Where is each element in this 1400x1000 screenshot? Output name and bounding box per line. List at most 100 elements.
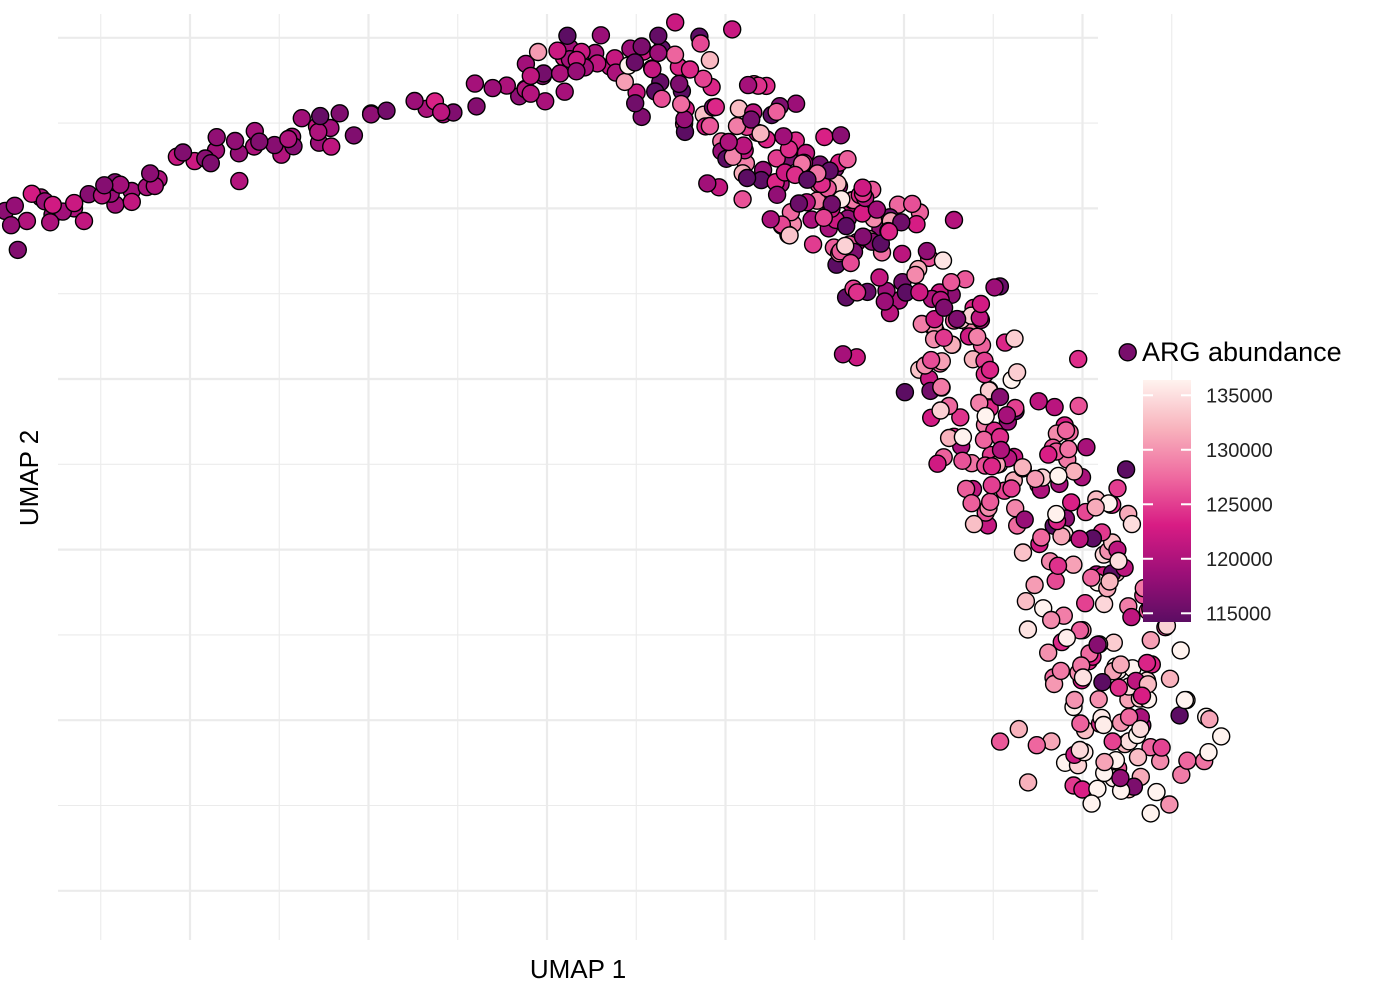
data-point (964, 514, 984, 534)
data-point (74, 211, 94, 231)
data-point (292, 108, 311, 128)
data-point (230, 171, 249, 191)
legend-tick-label: 130000 (1206, 440, 1273, 462)
data-point (670, 74, 689, 94)
data-point (615, 72, 634, 92)
data-point (751, 124, 770, 143)
data-point (1116, 460, 1136, 479)
data-point (968, 327, 987, 346)
data-point (1064, 555, 1083, 574)
data-point (652, 89, 671, 109)
data-point (774, 127, 793, 146)
data-point (1132, 686, 1152, 705)
data-point (675, 110, 694, 129)
data-point (985, 278, 1004, 297)
data-point (734, 136, 753, 155)
data-point (1057, 628, 1077, 648)
data-point (250, 132, 269, 151)
data-point (1051, 661, 1071, 681)
data-point (17, 211, 37, 231)
data-point (521, 66, 540, 86)
y-axis-title: UMAP 2 (14, 430, 44, 526)
data-point (1100, 572, 1119, 591)
data-point (974, 430, 994, 449)
data-point (225, 131, 245, 151)
data-point (322, 137, 341, 156)
data-point (1047, 504, 1066, 524)
data-point (706, 97, 725, 117)
data-point (847, 283, 867, 302)
data-point (962, 494, 981, 513)
data-point (742, 110, 761, 129)
data-point (981, 492, 1000, 511)
data-point (43, 195, 62, 215)
data-point (990, 732, 1010, 751)
data-point (1065, 690, 1084, 710)
data-point (140, 164, 160, 183)
data-point (1, 215, 21, 235)
data-point (838, 149, 857, 169)
data-point (798, 170, 817, 189)
data-point (932, 377, 951, 397)
data-point (761, 210, 780, 229)
data-point (64, 193, 84, 213)
data-point (311, 106, 330, 126)
data-point (691, 34, 710, 53)
data-point (836, 236, 855, 256)
data-point (719, 132, 738, 152)
data-point (122, 192, 142, 212)
data-point (906, 265, 925, 285)
data-point (738, 75, 758, 95)
data-point (991, 440, 1011, 460)
data-point (733, 190, 752, 209)
data-point (921, 350, 941, 370)
data-point (833, 345, 853, 364)
data-point (803, 235, 823, 254)
data-point (786, 94, 806, 113)
data-point (853, 227, 873, 246)
data-point (1039, 445, 1058, 464)
data-point (1070, 740, 1090, 760)
data-point (41, 213, 60, 232)
data-point (1109, 678, 1129, 697)
data-point (1199, 743, 1218, 762)
data-point (1032, 528, 1051, 547)
data-point (1111, 768, 1130, 788)
data-point (558, 26, 577, 45)
data-point (917, 241, 937, 261)
data-point (1045, 397, 1064, 417)
data-point (309, 122, 328, 142)
data-point (279, 129, 298, 149)
data-point (789, 194, 809, 213)
data-point (591, 26, 611, 45)
data-point (780, 226, 799, 245)
legend-tick-label: 135000 (1206, 385, 1273, 407)
data-point (1077, 438, 1096, 457)
data-point (1075, 594, 1095, 613)
data-point (895, 383, 915, 402)
data-point (1068, 349, 1088, 369)
data-point (95, 176, 114, 195)
data-point (737, 168, 757, 188)
data-point (528, 42, 548, 62)
data-point (879, 222, 899, 241)
data-point (822, 194, 841, 214)
data-points (0, 13, 1231, 823)
data-point (990, 387, 1010, 407)
data-point (700, 51, 720, 70)
data-point (111, 175, 130, 194)
data-point (976, 406, 995, 426)
data-point (1131, 719, 1150, 739)
data-point (649, 26, 668, 45)
data-point (344, 126, 364, 145)
legend-colorbar (1143, 380, 1191, 622)
data-point (1018, 620, 1038, 639)
data-point (1013, 458, 1032, 477)
data-point (173, 143, 193, 162)
data-point (982, 476, 1001, 495)
data-point (1082, 794, 1101, 813)
data-point (483, 78, 502, 98)
data-point (837, 216, 856, 236)
data-point (1152, 738, 1171, 757)
data-point (1013, 543, 1033, 562)
